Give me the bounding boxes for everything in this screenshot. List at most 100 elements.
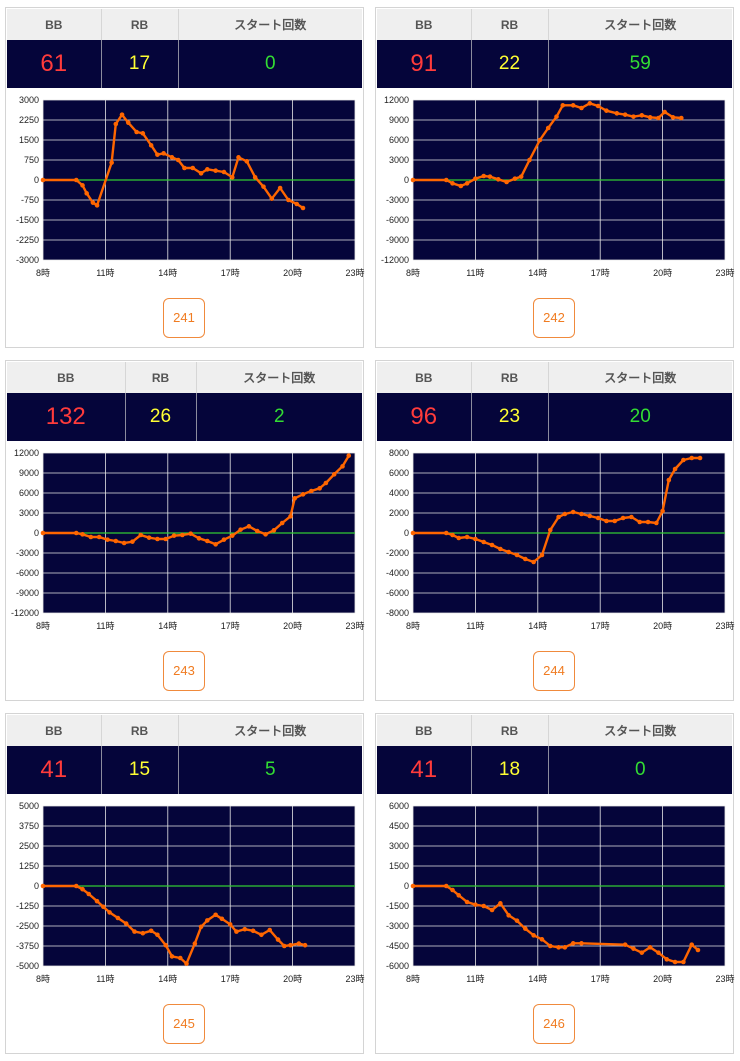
- rb-count: 22: [498, 53, 521, 74]
- y-tick-label: 3000: [19, 95, 39, 105]
- data-point: [281, 943, 287, 949]
- data-point: [279, 520, 285, 526]
- y-tick-label: 0: [404, 881, 409, 891]
- data-point: [73, 883, 79, 889]
- machine-number-button[interactable]: 246: [533, 1004, 575, 1044]
- data-point: [443, 883, 449, 889]
- data-point: [556, 514, 561, 520]
- data-point: [539, 552, 545, 558]
- data-point: [464, 899, 470, 905]
- x-tick-label: 20時: [283, 268, 302, 278]
- data-point: [579, 511, 584, 517]
- x-tick-label: 20時: [283, 974, 302, 984]
- data-point: [323, 480, 329, 486]
- data-point: [473, 176, 478, 181]
- bb-count: 132: [45, 403, 86, 430]
- data-point: [489, 907, 495, 913]
- rb-count: 17: [128, 53, 151, 74]
- data-point: [292, 496, 297, 501]
- data-point: [570, 509, 576, 515]
- start-count-cell: 20: [548, 393, 732, 441]
- data-point: [205, 538, 210, 544]
- data-point: [196, 536, 202, 541]
- data-point: [94, 203, 100, 208]
- data-point: [221, 169, 227, 175]
- bb-header: BB: [377, 9, 472, 40]
- bb-count: 96: [410, 403, 438, 430]
- y-tick-label: -1250: [16, 901, 39, 911]
- data-point: [545, 125, 551, 131]
- rb-count-cell: 23: [471, 393, 549, 441]
- data-point: [246, 524, 252, 529]
- machine-number-button[interactable]: 241: [163, 298, 205, 338]
- data-point: [554, 114, 559, 119]
- x-tick-label: 11時: [466, 974, 484, 984]
- data-point: [242, 926, 248, 932]
- data-point: [73, 530, 79, 536]
- data-point: [689, 942, 695, 947]
- y-tick-label: -3000: [386, 921, 409, 931]
- start-count-cell: 0: [178, 40, 362, 88]
- data-point: [331, 472, 337, 477]
- y-tick-label: 0: [404, 528, 409, 538]
- data-point: [73, 177, 79, 183]
- machine-number-button[interactable]: 243: [163, 651, 205, 691]
- data-point: [119, 112, 125, 117]
- y-tick-label: 2250: [19, 115, 39, 125]
- slot-panel: BB RB スタート回数 91 22 59 12000 9000 6000 3000 0 -3000 -…: [375, 7, 735, 348]
- slot-panel: BB RB スタート回数 41 18 0 6000 4500 3000 1500 0 -1500 -30…: [375, 713, 735, 1054]
- x-tick-label: 17時: [221, 621, 240, 631]
- data-point: [163, 536, 169, 542]
- stats-table: BB RB スタート回数 91 22 59: [377, 9, 732, 88]
- rb-count-cell: 15: [101, 746, 179, 794]
- slot-panel: BB RB スタート回数 96 23 20 8000 6000 4000 2000 0 -2000 -4…: [375, 360, 735, 701]
- data-point: [637, 519, 643, 525]
- data-point: [250, 928, 256, 934]
- data-point: [487, 174, 493, 179]
- data-point: [639, 113, 645, 118]
- data-point: [140, 131, 146, 136]
- y-tick-label: 6000: [389, 468, 409, 478]
- data-point: [579, 105, 584, 111]
- data-point: [697, 455, 703, 461]
- x-tick-label: 11時: [466, 621, 484, 631]
- data-point: [184, 961, 189, 966]
- data-point: [169, 954, 175, 959]
- bb-header: BB: [7, 362, 126, 393]
- start-count-header: スタート回数: [548, 9, 732, 40]
- rb-count-cell: 17: [101, 40, 179, 88]
- data-point: [146, 535, 152, 540]
- stats-table: BB RB スタート回数 41 18 0: [377, 715, 732, 794]
- y-tick-label: 750: [24, 155, 39, 165]
- y-tick-label: 0: [34, 528, 39, 538]
- data-point: [647, 945, 653, 950]
- data-point: [86, 891, 92, 897]
- bb-count-cell: 132: [7, 393, 126, 441]
- y-tick-label: -3000: [16, 548, 39, 558]
- data-point: [80, 183, 85, 188]
- data-point: [518, 174, 524, 179]
- data-point: [523, 556, 528, 562]
- machine-number-button[interactable]: 244: [533, 651, 575, 691]
- data-point: [666, 477, 672, 483]
- data-point: [40, 177, 46, 183]
- x-tick-label: 23時: [715, 974, 734, 984]
- x-tick-label: 11時: [96, 974, 114, 984]
- data-point: [672, 466, 678, 472]
- data-point: [309, 488, 314, 494]
- machine-number-button[interactable]: 245: [163, 1004, 205, 1044]
- machine-number-button[interactable]: 242: [533, 298, 575, 338]
- data-point: [631, 114, 636, 119]
- x-tick-label: 11時: [96, 268, 114, 278]
- data-point: [473, 902, 478, 907]
- x-tick-label: 8時: [36, 974, 50, 984]
- y-tick-label: 0: [34, 881, 39, 891]
- data-point: [252, 175, 258, 180]
- data-point: [450, 532, 455, 538]
- data-point: [300, 492, 306, 497]
- data-point: [614, 111, 620, 116]
- y-tick-label: -750: [21, 195, 39, 205]
- start-count: 0: [264, 53, 276, 74]
- y-tick-label: -9000: [16, 588, 39, 598]
- bb-count: 41: [40, 756, 68, 783]
